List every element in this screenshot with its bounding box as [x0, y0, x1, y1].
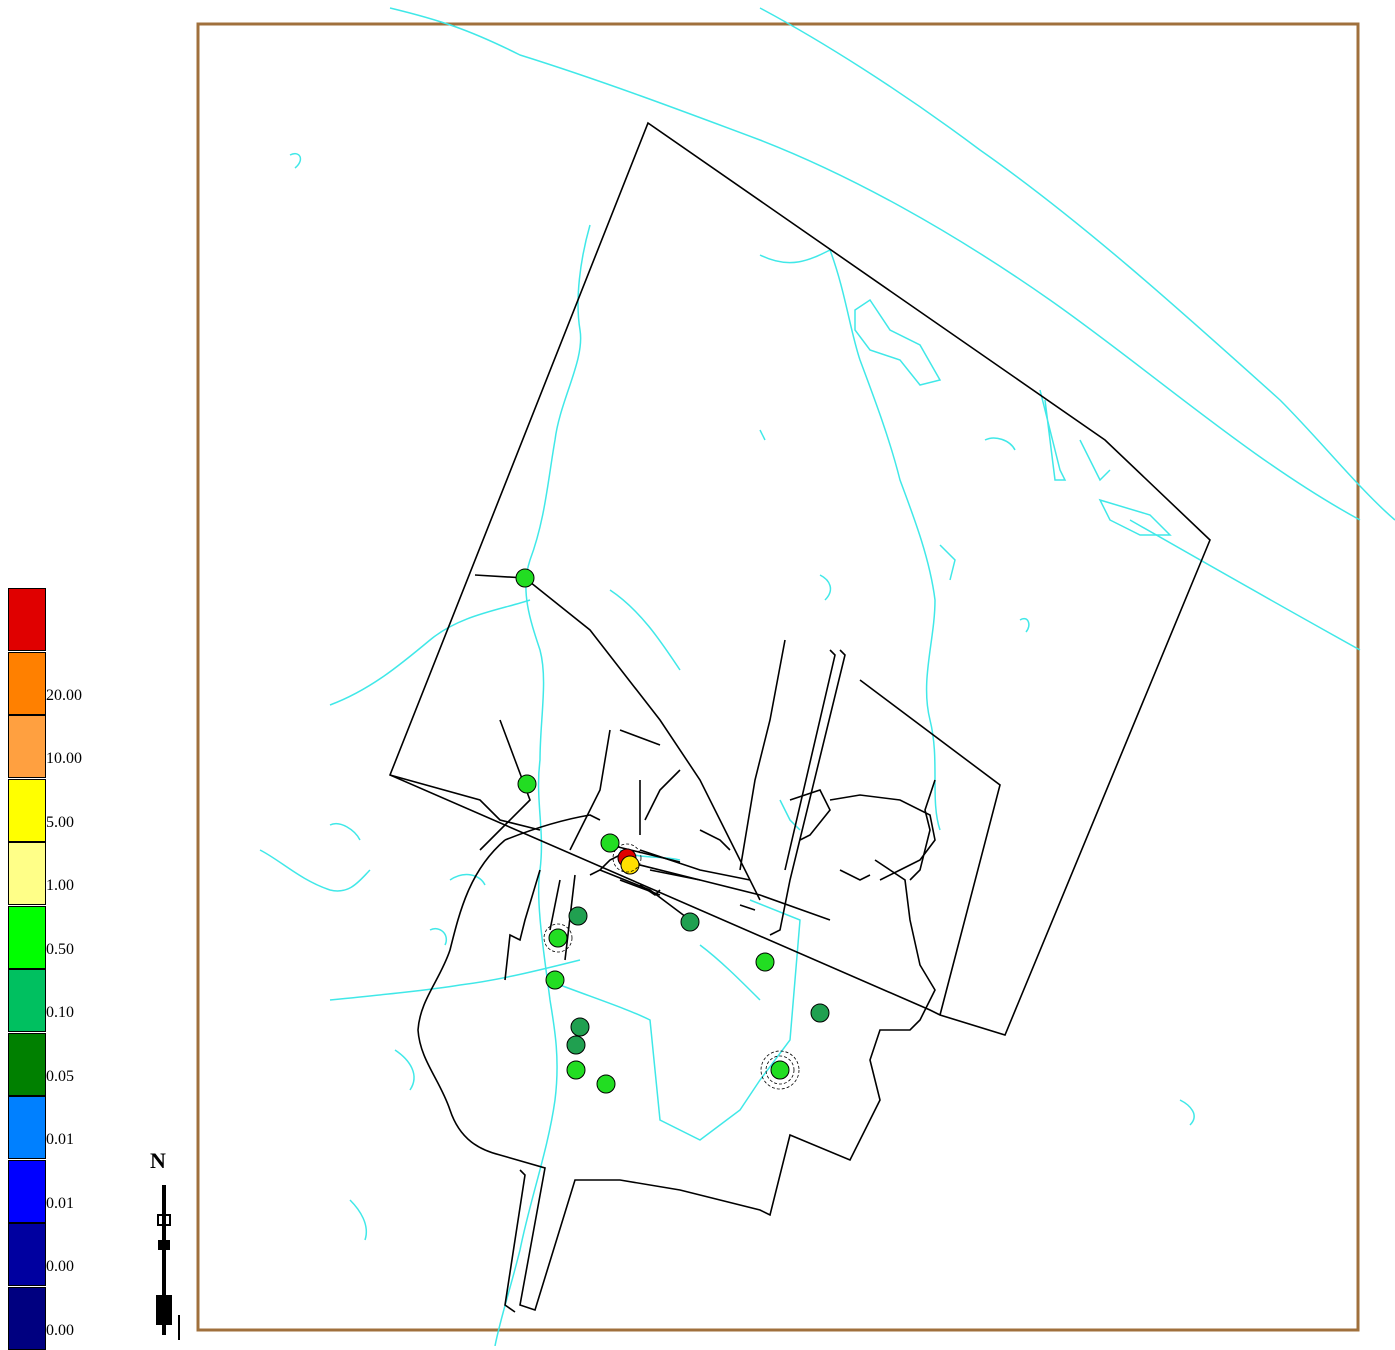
map-point [566, 1060, 586, 1080]
north-letter: N [150, 1148, 166, 1173]
legend-swatch [8, 588, 46, 651]
map-point [680, 912, 700, 932]
legend-swatch [8, 905, 46, 969]
map-point [596, 1074, 616, 1094]
map-point [545, 970, 565, 990]
legend-label: 1.00 [46, 877, 74, 894]
legend-label: 0.01 [46, 1131, 74, 1148]
contour-rings [543, 843, 800, 1090]
boundary-lines [388, 121, 1211, 1313]
map-point [810, 1003, 830, 1023]
map-point [770, 1060, 790, 1080]
map-point [570, 1017, 590, 1037]
map-point [755, 952, 775, 972]
legend-swatch [8, 1286, 46, 1350]
monitoring-points [515, 568, 830, 1094]
map-frame [196, 22, 1360, 1332]
water-features [259, 7, 1395, 1346]
legend-label: 5.00 [46, 813, 74, 831]
legend-label: 0.00 [46, 1321, 74, 1339]
legend-swatch [8, 1032, 46, 1096]
legend-swatch [8, 969, 46, 1032]
map-point [515, 568, 535, 588]
grid-boundary [388, 121, 1211, 1036]
north-arrow [156, 1185, 180, 1340]
legend-swatch [8, 1159, 46, 1223]
legend-label: 0.50 [46, 940, 74, 958]
legend: 20.00 10.00 5.00 1.00 0.50 0.10 0.05 0.01 0.01 0.… [0, 0, 130, 1350]
legend-swatch [8, 651, 46, 715]
legend-label: 0.00 [46, 1258, 74, 1275]
map-point [548, 928, 568, 948]
legend-label: 10.00 [46, 750, 82, 767]
legend-swatch [8, 778, 46, 842]
legend-swatch [8, 1223, 46, 1286]
map-point [568, 906, 588, 926]
legend-label: 0.05 [46, 1067, 74, 1085]
legend-label: 0.01 [46, 1194, 74, 1212]
legend-swatch [8, 842, 46, 905]
legend-swatch [8, 1096, 46, 1159]
legend-label: 20.00 [46, 686, 82, 704]
map-point [566, 1035, 586, 1055]
map-point [517, 774, 537, 794]
legend-swatch [8, 715, 46, 778]
legend-label: 0.10 [46, 1004, 74, 1021]
map-point [600, 833, 620, 853]
